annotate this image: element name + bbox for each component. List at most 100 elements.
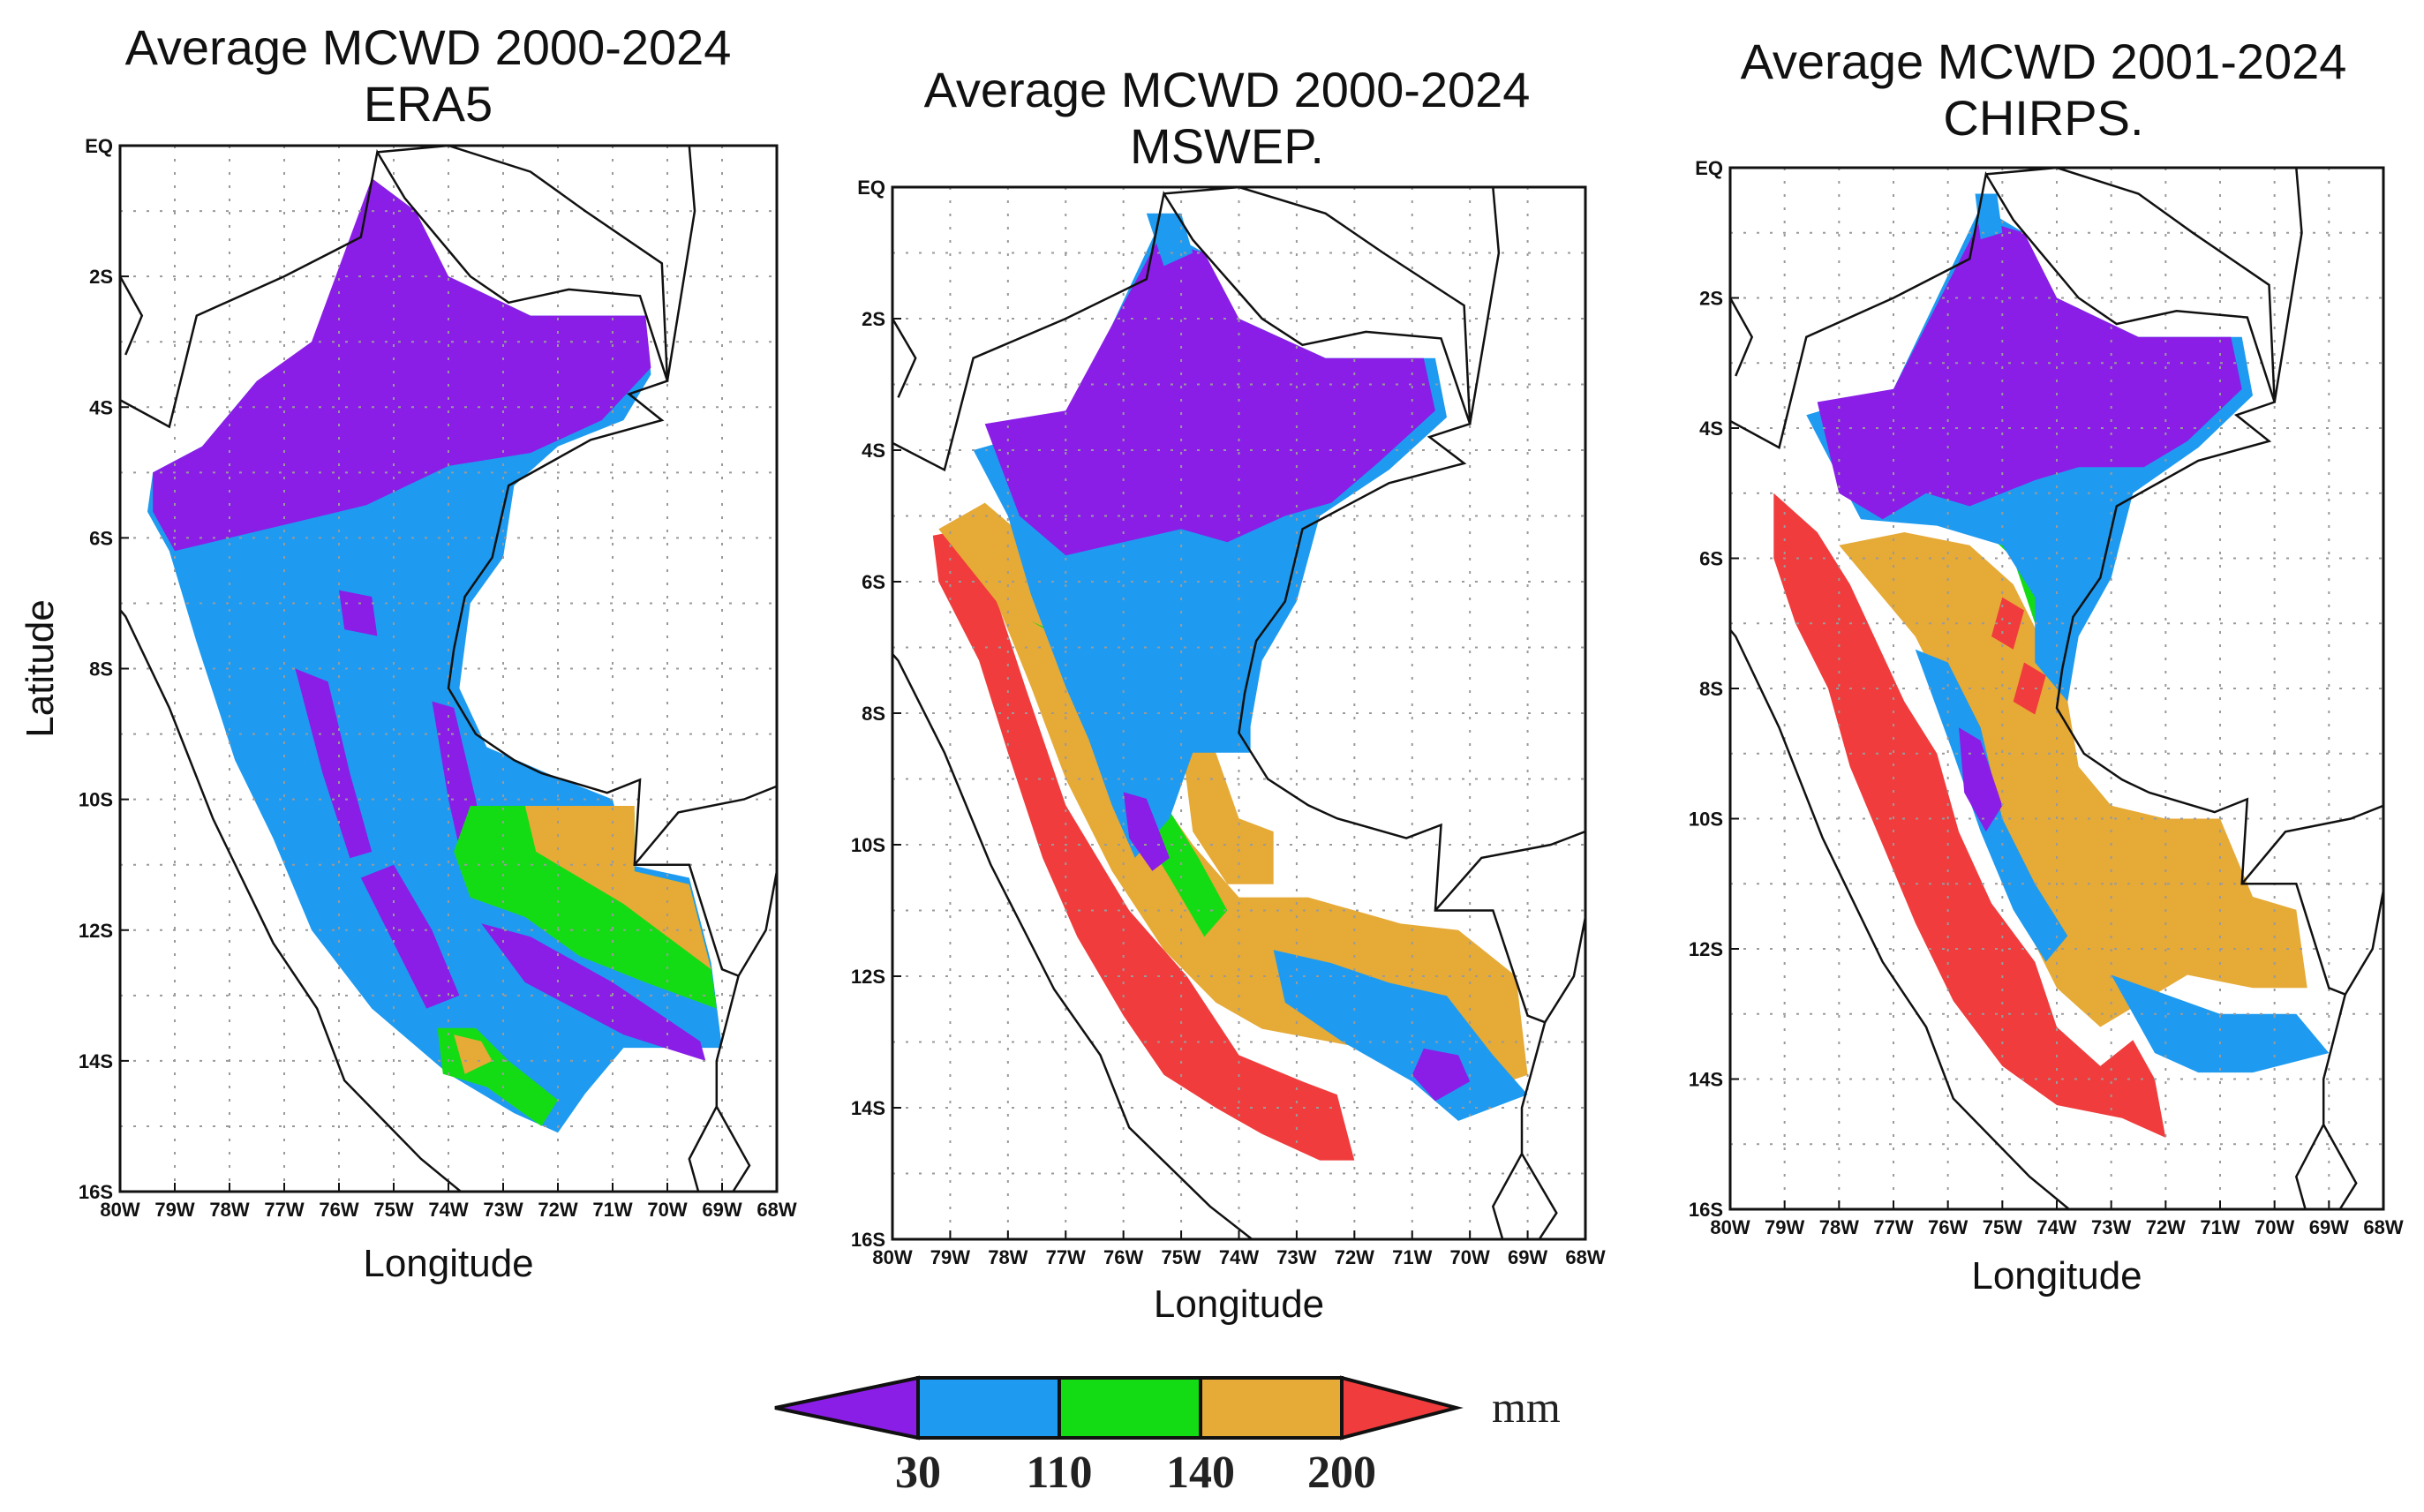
lon-tick-label: 79W <box>1765 1216 1804 1238</box>
lon-tick-label: 73W <box>483 1199 523 1221</box>
lon-tick-label: 72W <box>1335 1246 1374 1268</box>
lon-tick-label: 73W <box>1276 1246 1316 1268</box>
mcwd-purple-area <box>1411 1048 1471 1102</box>
lat-tick-label: 6S <box>1699 548 1723 570</box>
mcwd-purple-area <box>1123 792 1170 871</box>
mcwd-orange-area <box>938 502 1528 1095</box>
map-title-line1: Average MCWD 2001-2024 <box>1740 34 2347 89</box>
country-border <box>1520 1153 1558 1239</box>
lon-tick-label: 76W <box>1928 1216 1968 1238</box>
lon-tick-label: 78W <box>988 1246 1028 1268</box>
lat-tick-label: 16S <box>851 1229 885 1251</box>
lon-tick-label: 75W <box>1161 1246 1201 1268</box>
lat-tick-label: 4S <box>862 440 885 462</box>
colorbar-label-110: 110 <box>1026 1448 1092 1498</box>
lon-tick-label: 80W <box>872 1246 912 1268</box>
map-contents <box>120 146 777 1192</box>
lon-tick-label: 69W <box>2309 1216 2349 1238</box>
lat-tick-label: 8S <box>89 658 113 681</box>
x-axis-label: Longitude <box>1154 1283 1324 1326</box>
lat-tick-label: 8S <box>862 703 885 725</box>
lat-tick-label: 14S <box>1689 1069 1723 1091</box>
lon-tick-label: 77W <box>264 1199 304 1221</box>
lat-tick-label: EQ <box>85 135 113 157</box>
mcwd-orange-area <box>454 1034 493 1074</box>
country-border <box>666 146 696 381</box>
peru-border <box>1730 170 2347 1209</box>
peru-border <box>120 148 741 1192</box>
mcwd-blue-area <box>1975 193 2003 240</box>
country-border <box>2322 1124 2358 1209</box>
country-border <box>1544 916 1585 1023</box>
map-title-era5: Average MCWD 2000-2024 ERA5 <box>71 19 786 132</box>
lat-tick-label: 2S <box>862 308 885 330</box>
lon-tick-label: 72W <box>2146 1216 2186 1238</box>
lat-tick-label: 8S <box>1699 678 1723 700</box>
lat-tick-label: 10S <box>1689 809 1723 831</box>
map-chirps: 80W 79W 78W 77W 76W 75W 74W 73W 72W 71W 70W 69W 68W E… <box>1689 157 2404 1298</box>
colorbar-unit: mm <box>1492 1382 1561 1432</box>
peru-border <box>892 191 1547 1239</box>
mcwd-orange-area <box>524 806 711 970</box>
map-title-line2: MSWEP. <box>1130 118 1324 174</box>
lat-tick-label: 10S <box>79 789 113 811</box>
country-border <box>633 785 777 866</box>
country-border <box>1468 187 1501 425</box>
lat-tick-label: EQ <box>1695 157 1723 179</box>
lat-tick-label: 16S <box>1689 1199 1723 1221</box>
mcwd-red-area <box>932 529 1355 1161</box>
lat-tick-label: 16S <box>79 1181 113 1203</box>
map-title-mswep: Average MCWD 2000-2024 MSWEP. <box>847 62 1607 175</box>
country-border <box>2344 890 2383 996</box>
x-axis-label: Longitude <box>1971 1254 2142 1298</box>
lat-tick-label: 12S <box>79 920 113 942</box>
lon-tick-label: 68W <box>1565 1246 1605 1268</box>
map-title-line2: CHIRPS. <box>1943 90 2144 146</box>
lon-tick-label: 79W <box>154 1199 194 1221</box>
lon-tick-label: 74W <box>2036 1216 2076 1238</box>
country-border <box>715 1106 751 1192</box>
mcwd-purple-area <box>1817 220 2242 520</box>
country-border <box>892 318 917 398</box>
country-border <box>2273 168 2303 402</box>
mcwd-purple-area <box>984 239 1435 556</box>
map-title-chirps: Average MCWD 2001-2024 CHIRPS. <box>1686 34 2401 147</box>
colorbar-label-30: 30 <box>895 1448 941 1498</box>
lat-tick-label: 14S <box>79 1050 113 1072</box>
lon-tick-label: 76W <box>319 1199 358 1221</box>
mcwd-green-area <box>454 806 717 1009</box>
country-border <box>1730 297 1754 377</box>
lon-tick-label: 80W <box>1710 1216 1750 1238</box>
colorbar: 30 110 140 200 mm <box>774 1375 1561 1498</box>
map-contents <box>892 187 1585 1239</box>
mcwd-purple-area <box>481 923 706 1061</box>
lon-tick-label: 72W <box>538 1199 577 1221</box>
colorbar-arrow-low <box>774 1375 920 1441</box>
colorbar-class-1 <box>916 1376 1061 1440</box>
mcwd-orange-area <box>1839 532 2307 1027</box>
lon-tick-label: 70W <box>1450 1246 1490 1268</box>
lon-tick-label: 71W <box>2200 1216 2240 1238</box>
lat-tick-label: 10S <box>851 834 885 856</box>
map-contents <box>1730 168 2383 1209</box>
colorbar-label-200: 200 <box>1307 1448 1376 1498</box>
lon-tick-label: 71W <box>1392 1246 1432 1268</box>
lat-tick-label: 4S <box>1699 417 1723 440</box>
mcwd-red-area <box>2013 662 2046 715</box>
lon-tick-label: 70W <box>647 1199 687 1221</box>
lat-tick-label: EQ <box>857 177 885 199</box>
mcwd-purple-area <box>153 178 651 552</box>
map-title-line2: ERA5 <box>363 76 493 132</box>
lon-tick-label: 80W <box>100 1199 139 1221</box>
colorbar-class-2 <box>1058 1376 1202 1440</box>
mcwd-red-area <box>1991 597 2024 650</box>
map-title-line1: Average MCWD 2000-2024 <box>124 19 732 75</box>
mcwd-red-area <box>1773 493 2166 1138</box>
lon-tick-label: 68W <box>757 1199 796 1221</box>
lon-tick-label: 69W <box>702 1199 742 1221</box>
maps-canvas: 80W 79W 78W 77W 76W 75W 74W 73W 72W 71W 70W 69W 68W E… <box>19 135 2404 1326</box>
lat-tick-label: 4S <box>89 396 113 418</box>
country-border <box>737 870 777 977</box>
x-axis-label: Longitude <box>363 1242 533 1285</box>
map-title-line1: Average MCWD 2000-2024 <box>923 62 1531 117</box>
